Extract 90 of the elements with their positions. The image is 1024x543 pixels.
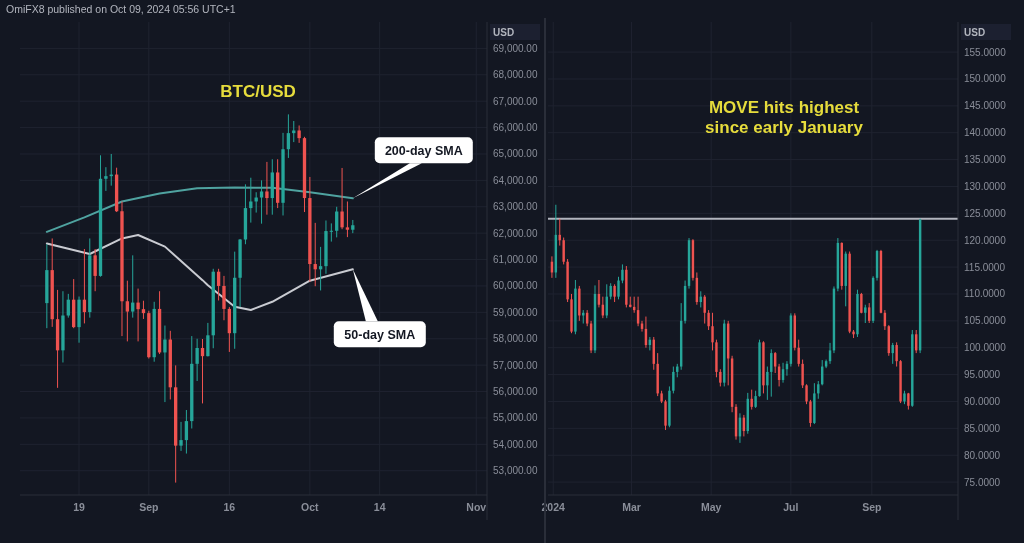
x-tick-label: Sep [139,501,159,513]
y-tick-label: 125.0000 [964,207,1007,219]
y-tick-label: 61,000.00 [493,254,538,266]
candlestick [750,389,753,411]
candlestick [292,120,296,143]
candlestick [672,366,675,394]
y-tick-label: 100.0000 [964,342,1007,354]
text: BTC/USD [220,82,296,101]
y-tick-label: 66,000.00 [493,122,538,134]
y-tick-label: 130.0000 [964,180,1007,192]
candlestick [617,276,620,300]
candlestick [136,288,140,342]
y-tick-label: 65,000.00 [493,148,538,160]
candlestick [809,399,812,428]
x-tick-label: 19 [73,501,86,513]
candlestick [297,124,301,144]
text: 50-day SMA [344,327,416,342]
text: 200-day SMA [384,143,463,158]
y-axis-title: USD [964,27,986,38]
y-tick-label: 62,000.00 [493,227,538,239]
candlestick [259,179,264,225]
candlestick [125,280,130,342]
x-tick-label: Oct [301,501,320,513]
y-axis-title: USD [493,27,515,38]
candlestick [184,409,189,455]
candlestick [340,167,344,230]
candlestick [93,248,97,292]
candlestick [891,342,894,365]
candlestick [703,294,706,325]
y-tick-label: 68,000.00 [493,69,538,81]
y-tick-label: 80.0000 [964,449,1001,461]
y-tick-label: 140.0000 [964,127,1007,139]
x-tick-label: Mar [622,501,641,513]
candlestick [104,166,108,192]
candlestick [562,237,565,265]
y-tick-label: 135.0000 [964,154,1007,166]
candlestick [265,161,269,216]
text: MOVE hits highest since early January [705,98,864,137]
y-tick-label: 58,000.00 [493,333,538,345]
y-tick-label: 90.0000 [964,395,1001,407]
candlestick [249,177,253,224]
candlestick [179,421,183,452]
y-tick-label: 59,000.00 [493,306,538,318]
candlestick [711,312,714,351]
candlestick [206,322,210,357]
candlestick [195,338,199,382]
y-tick-label: 105.0000 [964,315,1007,327]
candlestick [345,200,350,238]
candlestick [864,304,867,324]
x-tick-label: Jul [783,501,799,513]
y-tick-label: 57,000.00 [493,359,538,371]
candlestick [801,359,804,389]
y-tick-label: 115.0000 [964,261,1006,273]
y-tick-label: 155.0000 [964,46,1007,58]
y-tick-label: 63,000.00 [493,201,538,213]
x-tick-label: Sep [862,501,882,513]
candlestick [805,383,808,405]
y-tick-label: 145.0000 [964,100,1007,112]
y-tick-label: 150.0000 [964,73,1007,85]
candlestick [621,263,624,284]
candlestick [66,293,70,319]
candlestick [329,222,333,243]
candlestick [141,300,146,320]
x-tick-label: 16 [223,501,236,513]
candlestick [163,325,167,403]
y-tick-label: 53,000.00 [493,465,538,477]
candlestick [131,254,135,319]
candlestick [797,339,800,368]
line-series [45,234,354,311]
y-tick-label: 56,000.00 [493,386,538,398]
x-tick-label: May [701,501,722,513]
line-series [45,186,354,233]
y-tick-label: 54,000.00 [493,438,538,450]
y-tick-label: 60,000.00 [493,280,538,292]
x-tick-label: Nov [466,501,487,513]
text: OmiFX8 published on Oct 09, 2024 05:56 UTC+1 [6,3,236,15]
y-tick-label: 120.0000 [964,234,1007,246]
y-tick-label: 64,000.00 [493,174,538,186]
y-tick-label: 55,000.00 [493,412,538,424]
y-tick-label: 110.0000 [964,288,1006,300]
candlestick [895,341,898,368]
x-tick-label: 14 [373,501,386,513]
candlestick [222,275,226,321]
y-tick-label: 85.0000 [964,422,1001,434]
y-tick-label: 95.0000 [964,369,1001,381]
y-tick-label: 67,000.00 [493,95,538,107]
y-tick-label: 69,000.00 [493,42,538,54]
candlestick [707,309,710,331]
y-tick-label: 75.0000 [964,476,1001,488]
candlestick [766,366,769,401]
